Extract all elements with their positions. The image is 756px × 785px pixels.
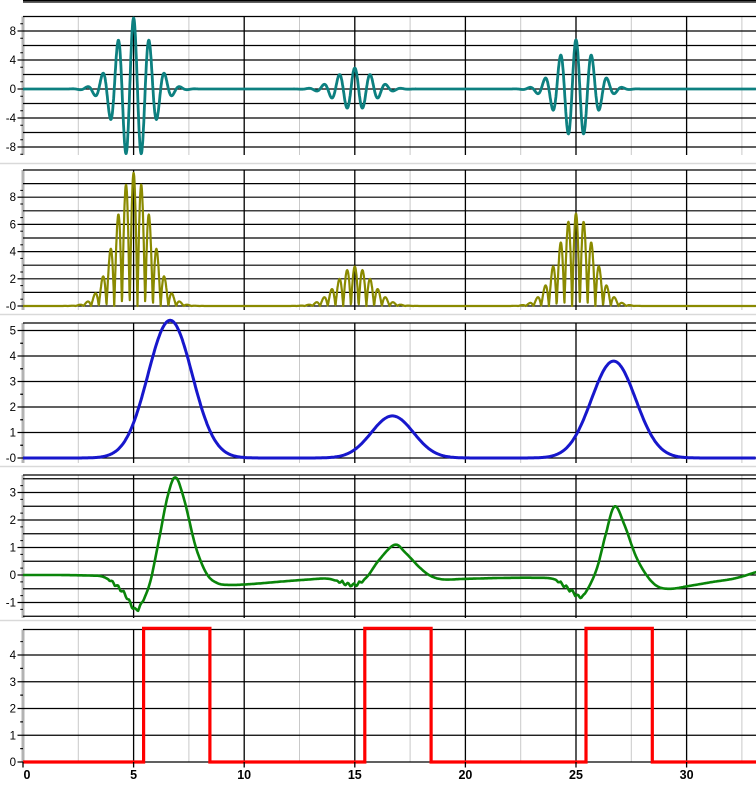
y-tick-label: 8 <box>10 192 16 204</box>
y-tick-label: -0 <box>6 453 16 465</box>
y-tick-label: -4 <box>6 113 17 125</box>
y-axis-bar <box>21 323 25 463</box>
y-tick-label: 5 <box>10 326 16 338</box>
panel-rf-signal: 8 4 0 -4 -8 <box>6 0 756 156</box>
y-tick-label: 4 <box>10 247 17 259</box>
x-tick-label: 20 <box>458 768 472 782</box>
series-rf-burst-signal <box>21 16 756 156</box>
series-rectified-signal <box>22 171 756 308</box>
y-tick-label: 3 <box>10 488 16 500</box>
series-threshold-gate <box>23 626 756 764</box>
panel-envelope-signal: 5 4 3 2 1 -0 <box>6 318 756 465</box>
x-tick-label: 10 <box>237 768 251 782</box>
y-axis-bar <box>21 16 25 155</box>
y-tick-label: 2 <box>10 704 16 716</box>
y-tick-label: -0 <box>6 301 16 313</box>
panel-detection-signal: 3 2 1 0 -1 <box>6 474 756 618</box>
x-tick-label: 0 <box>24 768 31 782</box>
y-tick-label: 0 <box>10 757 16 769</box>
y-tick-label: 1 <box>10 543 16 555</box>
y-tick-label: 2 <box>10 515 16 527</box>
x-axis: 0 5 10 15 20 25 30 <box>22 762 694 782</box>
series-derivative-detection <box>22 476 756 613</box>
y-tick-label: 2 <box>10 402 16 414</box>
y-tick-label: 0 <box>10 570 16 582</box>
y-tick-label: 1 <box>10 730 16 742</box>
y-tick-label: 6 <box>10 219 16 231</box>
x-tick-label: 25 <box>569 768 583 782</box>
panel-rectified-signal: 8 6 4 2 -0 <box>6 169 756 313</box>
y-tick-label: 3 <box>10 677 16 689</box>
y-axis-bar <box>21 170 25 310</box>
y-axis-bar <box>21 475 25 618</box>
y-tick-label: 4 <box>10 55 17 67</box>
x-tick-label: 30 <box>680 768 694 782</box>
y-tick-label: 4 <box>10 351 17 363</box>
y-axis-bar <box>21 629 25 762</box>
x-tick-label: 15 <box>348 768 362 782</box>
y-tick-label: 3 <box>10 377 16 389</box>
y-tick-label: -8 <box>6 142 16 154</box>
panel-gate-pulses: 4 3 2 1 0 <box>10 626 756 769</box>
series-envelope <box>22 318 756 460</box>
y-tick-label: 4 <box>10 650 17 662</box>
y-tick-label: 1 <box>10 428 16 440</box>
y-tick-label: -1 <box>6 598 16 610</box>
x-tick-label: 5 <box>130 768 137 782</box>
y-tick-label: 0 <box>10 84 16 96</box>
y-tick-label: 2 <box>10 274 16 286</box>
y-tick-label: 8 <box>10 26 16 38</box>
